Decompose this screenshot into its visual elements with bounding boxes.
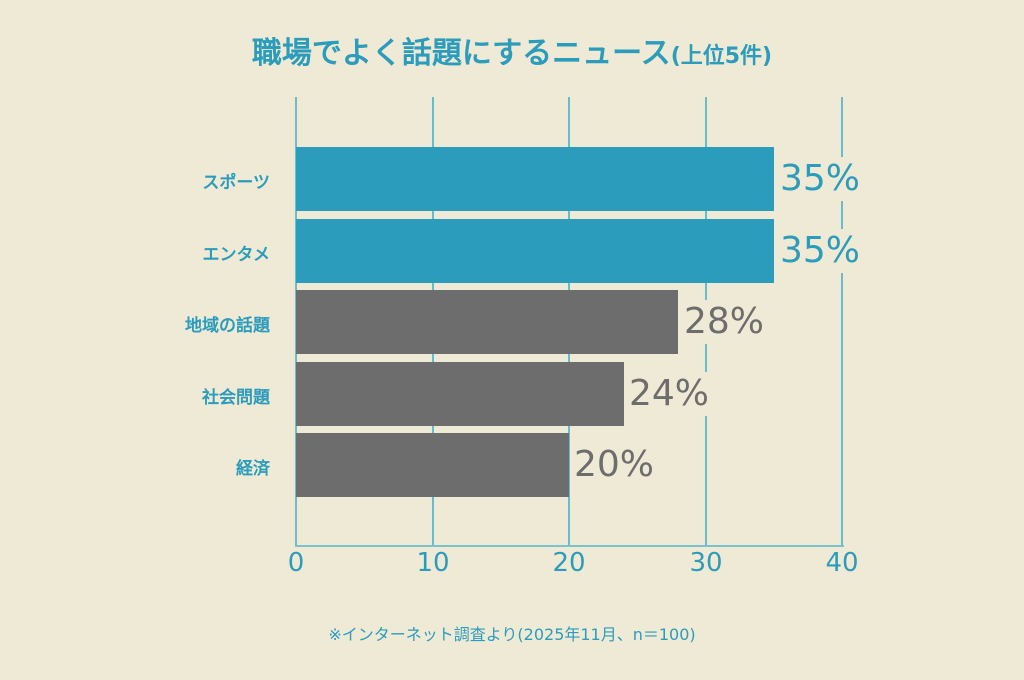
chart-title-sub: (上位5件) [670, 44, 773, 69]
value-label-entertainment: 35% [778, 229, 863, 273]
category-label-economy: 経済 [236, 459, 270, 479]
x-tick-10: 10 [416, 548, 450, 578]
bar-society [296, 362, 624, 426]
value-label-sports: 35% [778, 157, 863, 201]
bar-entertainment [296, 219, 774, 283]
footnote: ※インターネット調査より(2025年11月、n＝100) [328, 625, 696, 644]
x-tick-20: 20 [552, 548, 586, 578]
x-tick-30: 30 [689, 548, 723, 578]
value-label-economy: 20% [572, 443, 657, 487]
chart-title-main: 職場でよく話題にするニュース [251, 36, 671, 71]
chart-title: 職場でよく話題にするニュース(上位5件) [0, 28, 1024, 72]
bar-sports [296, 147, 774, 211]
x-axis-line [295, 545, 844, 547]
gridline-40 [841, 97, 843, 547]
x-tick-40: 40 [825, 548, 859, 578]
x-tick-0: 0 [287, 548, 305, 578]
category-label-sports: スポーツ [202, 173, 270, 193]
value-label-society: 24% [627, 372, 712, 416]
value-label-local: 28% [682, 300, 767, 344]
bar-local [296, 290, 678, 354]
category-label-local: 地域の話題 [185, 316, 270, 336]
category-label-entertainment: エンタメ [202, 245, 271, 265]
category-label-society: 社会問題 [202, 388, 270, 408]
bar-economy [296, 433, 569, 497]
